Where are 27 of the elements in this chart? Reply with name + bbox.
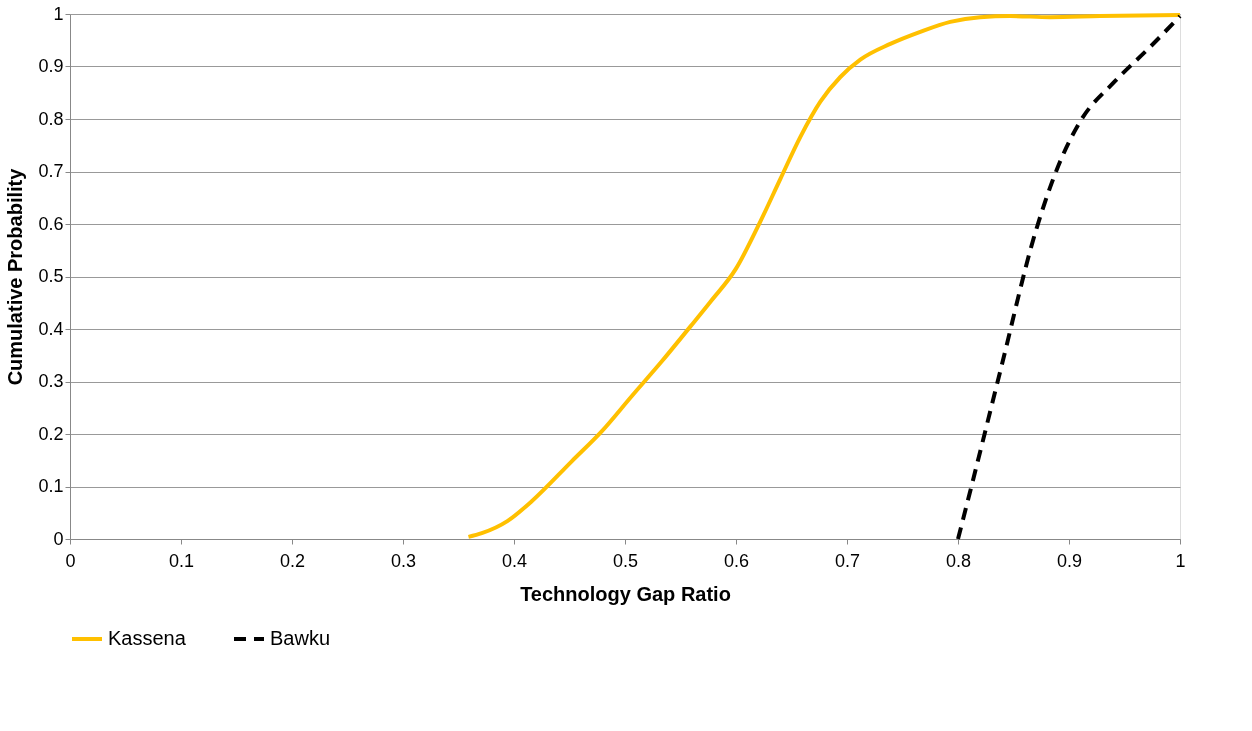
y-tick-label: 0.7 xyxy=(38,161,64,181)
y-tick-label: 0.3 xyxy=(38,371,64,391)
y-tick-label: 0.5 xyxy=(38,266,64,286)
y-tick-label: 0.9 xyxy=(38,56,64,76)
legend-label: Bawku xyxy=(270,627,331,649)
y-tick-label: 0.1 xyxy=(38,476,64,496)
line-series xyxy=(466,13,1182,539)
y-tick-label: 0.2 xyxy=(38,423,64,444)
y-axis-title: Cumulative Probability xyxy=(4,167,27,386)
y-tick-label: 0.6 xyxy=(38,213,64,234)
line-series xyxy=(956,14,1182,541)
x-tick-label: 0.1 xyxy=(168,550,195,571)
y-tick-label: 0.4 xyxy=(38,318,64,339)
x-tick-label: 0.6 xyxy=(723,550,750,571)
legend-label: Kassena xyxy=(108,627,187,649)
x-tick-label: 0.8 xyxy=(945,550,972,571)
y-tick-label: 1 xyxy=(53,3,64,24)
x-tick-label: 0.7 xyxy=(834,550,861,571)
x-tick-label: 0.2 xyxy=(279,550,306,571)
x-axis-title: Technology Gap Ratio xyxy=(520,582,731,605)
y-tick-label: 0 xyxy=(53,528,64,549)
x-tick-label: 0.9 xyxy=(1056,550,1083,571)
x-tick-label: 1 xyxy=(1175,550,1186,571)
x-tick-label: 0.5 xyxy=(612,550,639,571)
y-tick-label: 0.8 xyxy=(38,108,64,129)
x-tick-label: 0.4 xyxy=(501,550,528,571)
x-tick-label: 0.3 xyxy=(390,550,417,571)
